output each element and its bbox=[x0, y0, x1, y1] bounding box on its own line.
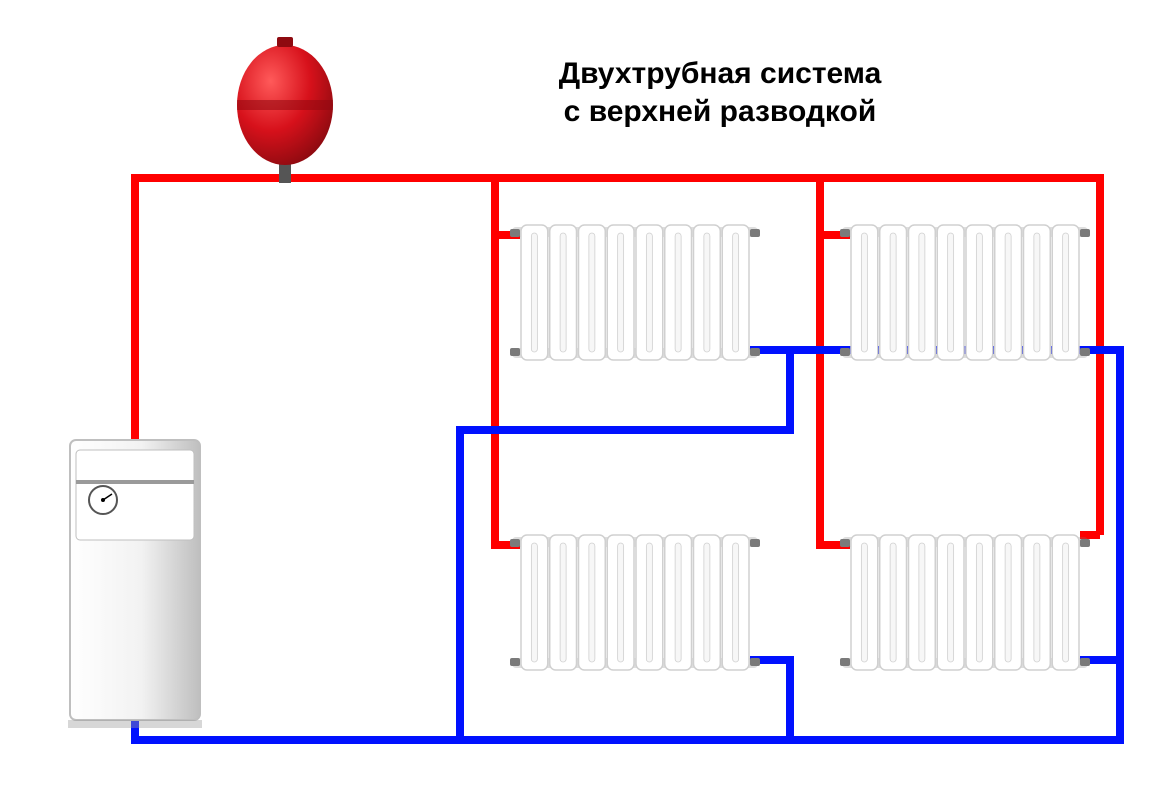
diagram-title: Двухтрубная система с верхней разводкой bbox=[500, 55, 940, 130]
radiator-top-right bbox=[840, 225, 1090, 360]
radiator-bottom-left bbox=[510, 535, 760, 670]
radiator-bottom-right bbox=[840, 535, 1090, 670]
expansion-tank bbox=[237, 37, 333, 183]
radiator-top-left bbox=[510, 225, 760, 360]
boiler bbox=[68, 440, 202, 728]
